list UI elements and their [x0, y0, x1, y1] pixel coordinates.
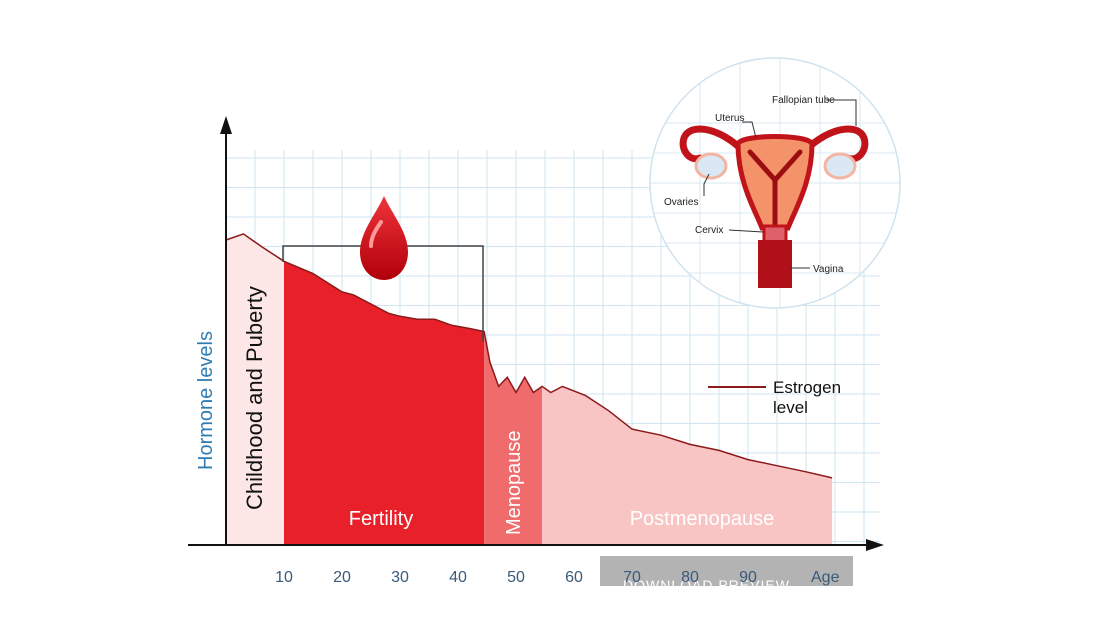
cervix	[762, 224, 788, 244]
estrogen-curve	[225, 233, 833, 479]
label-fallopian-tube: Fallopian tube	[772, 95, 835, 106]
x-tick-50: 50	[507, 569, 525, 586]
phase-areas	[226, 233, 833, 545]
x-tick-60: 60	[565, 569, 583, 586]
x-axis-label: Age	[811, 569, 840, 586]
watermark-bar	[600, 556, 853, 586]
x-tick-70: 70	[623, 569, 641, 586]
axes	[188, 116, 884, 551]
anatomy-inset: Uterus Fallopian tube Ovaries Cervix Vag…	[649, 57, 901, 309]
label-ovaries: Ovaries	[664, 197, 698, 208]
phase-area-0	[226, 233, 284, 545]
x-tick-40: 40	[449, 569, 467, 586]
fallopian-tubes	[679, 125, 869, 163]
phase-area-2	[484, 331, 543, 545]
x-tick-labels: 10 20 30 40 50 60 70 80 90	[275, 569, 757, 586]
legend-label-line2: level	[773, 398, 808, 417]
x-tick-90: 90	[739, 569, 757, 586]
vagina	[758, 240, 792, 288]
uterine-cavity	[747, 149, 803, 235]
right-ovary	[823, 152, 857, 180]
phase-area-1	[284, 261, 485, 545]
legend: Estrogen level	[708, 378, 841, 417]
blood-drop-icon	[360, 196, 408, 280]
legend-label-line1: Estrogen	[773, 378, 841, 397]
watermark-text: DOWNLOAD PREVIEW	[623, 577, 790, 593]
phase-label-fertility: Fertility	[349, 508, 413, 530]
phase-label-postmenopause: Postmenopause	[630, 508, 775, 530]
x-tick-80: 80	[681, 569, 699, 586]
x-tick-10: 10	[275, 569, 293, 586]
label-uterus: Uterus	[715, 113, 744, 124]
x-tick-20: 20	[333, 569, 351, 586]
phase-area-3	[542, 386, 833, 545]
y-axis-label: Hormone levels	[195, 331, 217, 470]
estrogen-curve-layer	[225, 233, 833, 479]
label-vagina: Vagina	[813, 264, 844, 275]
x-tick-30: 30	[391, 569, 409, 586]
phase-label-menopause: Menopause	[503, 430, 525, 535]
phase-label-childhood: Childhood and Puberty	[242, 286, 267, 510]
label-cervix: Cervix	[695, 225, 723, 236]
left-ovary	[694, 152, 728, 180]
